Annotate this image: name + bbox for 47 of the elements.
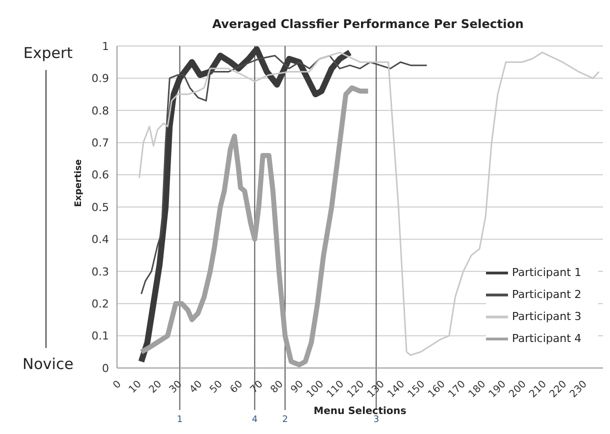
x-tick-label: 70 <box>248 378 266 396</box>
x-tick-label: 220 <box>548 378 570 400</box>
x-tick-label: 100 <box>304 378 326 400</box>
y-tick-label: 0.2 <box>92 298 109 311</box>
x-tick-label: 210 <box>528 378 549 400</box>
y-tick-label: 0.3 <box>92 265 109 278</box>
annotation: 4 <box>252 415 258 425</box>
x-tick-label: 180 <box>466 378 488 400</box>
x-tick-label: 20 <box>147 378 164 396</box>
x-tick-label: 230 <box>568 378 590 400</box>
y-tick-label: 0 <box>102 362 109 375</box>
legend-label: Participant 3 <box>512 310 582 324</box>
x-tick-label: 30 <box>168 378 184 396</box>
text: Novice <box>22 355 74 373</box>
x-tick-label: 0 <box>111 378 124 392</box>
annotation: 2 <box>282 415 288 425</box>
x-tick-label: 160 <box>426 378 448 400</box>
chart-title: Averaged Classfier Performance Per Selection <box>212 17 524 31</box>
x-tick-label: 200 <box>507 378 529 400</box>
text: Expert <box>23 44 73 62</box>
text: 3 <box>373 415 380 425</box>
y-tick-label: 0.7 <box>92 136 109 150</box>
y-axis-title: Expertise <box>74 159 84 207</box>
legend-label: Participant 2 <box>512 288 582 302</box>
x-tick-label: 60 <box>228 378 246 396</box>
y-tick-label: 1 <box>102 40 109 53</box>
annotation: 1 <box>176 415 183 425</box>
x-tick-label: 120 <box>345 378 367 400</box>
y-tick-label: 0.6 <box>92 168 109 182</box>
x-tick-label: 50 <box>208 378 225 396</box>
x-tick-label: 190 <box>487 378 508 400</box>
x-tick-label: 40 <box>188 378 205 396</box>
x-tick-label: 80 <box>268 378 286 396</box>
x-tick-label: 110 <box>325 378 346 400</box>
legend-label: Participant 1 <box>512 266 582 280</box>
x-tick-label: 170 <box>446 378 468 400</box>
y-tick-label: 0.8 <box>92 104 109 118</box>
x-tick-label: 130 <box>366 378 387 400</box>
y-tick-label: 0.4 <box>92 233 109 246</box>
x-tick-label: 10 <box>127 378 144 396</box>
y-tick-label: 0.5 <box>92 200 109 214</box>
legend-label: Participant 4 <box>512 332 582 346</box>
y-tick-label: 0.1 <box>92 330 109 343</box>
y-tick-label: 0.9 <box>92 72 109 86</box>
x-tick-label: 90 <box>289 378 306 396</box>
x-tick-label: 150 <box>406 378 428 400</box>
x-tick-label: 140 <box>386 378 408 400</box>
